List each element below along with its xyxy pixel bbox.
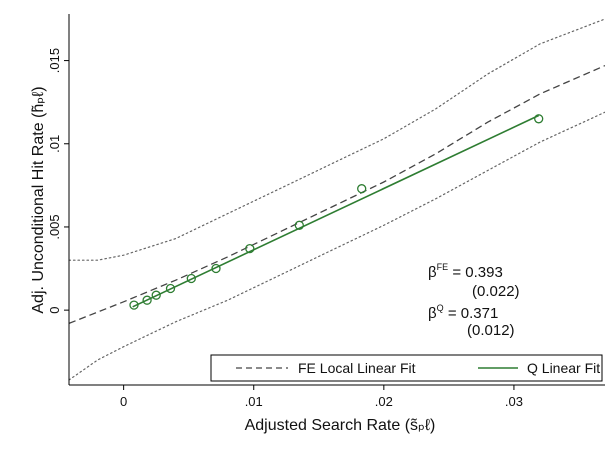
x-tick-label: .02 [375,394,393,409]
beta-q-value: = 0.371 [444,305,499,322]
fe-local-linear-fit-line [68,65,605,325]
beta-q-symbol: β [428,305,437,322]
beta-q-se: (0.012) [467,322,515,339]
beta-fe-symbol: β [428,264,437,281]
legend: FE Local Linear Fit Q Linear Fit [210,354,603,382]
x-tick-label: 0 [120,394,127,409]
x-axis-title: Adjusted Search Rate (s̃ₚℓ) [245,417,436,434]
beta-fe-value: = 0.393 [448,264,503,281]
data-point [129,300,139,310]
data-point [186,273,196,284]
y-tick-label: .015 [47,48,62,73]
legend-fe-label: FE Local Linear Fit [298,360,416,376]
q-linear-fit-line [132,114,540,308]
data-point [245,243,255,254]
beta-fe-se: (0.022) [472,283,520,300]
data-point [534,114,544,124]
confidence-band-lower [68,111,605,381]
y-tick-label: .01 [47,135,62,153]
beta-q-superscript: Q [437,303,444,313]
beta-fe-annotation: βFE = 0.393 (0.022) [428,262,520,300]
data-point [294,220,304,230]
beta-fe-superscript: FE [437,262,449,272]
beta-q-annotation: βQ = 0.371 (0.012) [428,303,515,339]
beta-fe-text: βFE = 0.393 [428,262,503,281]
axis-ticks: 0 .01 .02 .03 0 .005 .01 .015 [47,48,523,409]
data-point [211,263,221,274]
y-tick-label: 0 [47,306,62,313]
data-point [142,295,152,305]
y-tick-label: .005 [47,214,62,239]
x-tick-label: .03 [505,394,523,409]
y-axis-title: Adj. Unconditional Hit Rate (h̃ₚℓ) [30,86,47,313]
plot-area [68,18,605,381]
confidence-band-upper [68,18,605,261]
data-point [151,290,161,300]
x-tick-label: .01 [245,394,263,409]
data-point [357,184,367,194]
data-point [165,283,176,294]
beta-q-text: βQ = 0.371 [428,303,498,322]
legend-box [210,354,603,382]
legend-q-label: Q Linear Fit [527,360,600,376]
